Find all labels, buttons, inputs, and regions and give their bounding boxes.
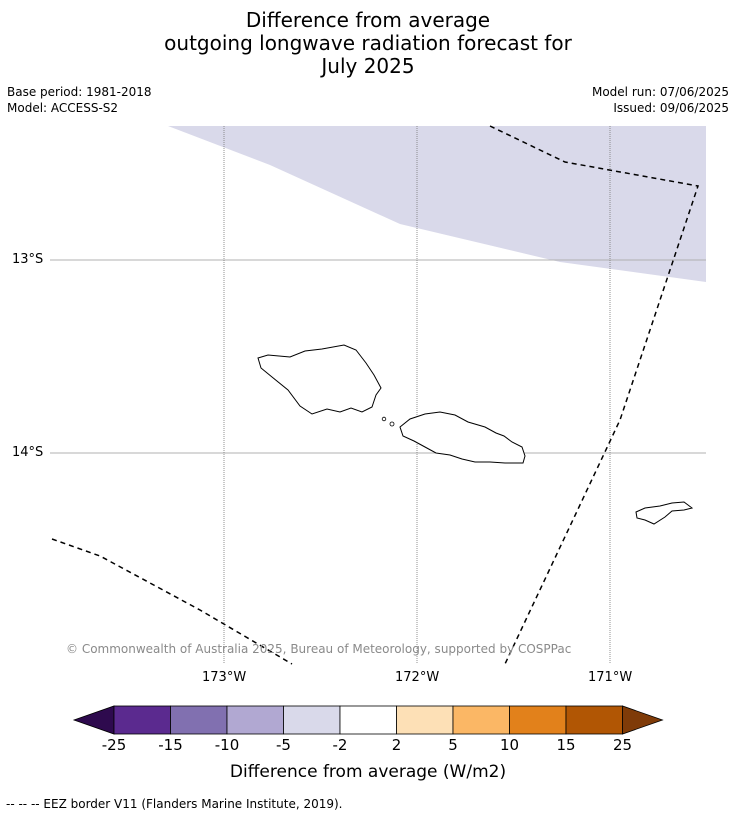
colorbar-tick-label: 15 (556, 736, 576, 754)
title-line-3: July 2025 (321, 54, 415, 78)
colorbar-segment (170, 705, 228, 735)
colorbar-tick-label: -25 (101, 736, 127, 754)
colorbar-tick-label: -5 (276, 736, 291, 754)
colorbar-segment (283, 705, 341, 735)
colorbar-segment (396, 705, 454, 735)
colorbar-segment (509, 705, 567, 735)
model-name: Model: ACCESS-S2 (7, 101, 119, 115)
issued-date: Issued: 09/06/2025 (613, 101, 729, 115)
tutuila-island (635, 501, 694, 525)
title-line-1: Difference from average (245, 8, 491, 32)
eez-border-southwest (51, 538, 293, 665)
base-period: Base period: 1981-2018 (7, 85, 152, 99)
apolima-island (381, 416, 387, 422)
lat-label-13s: 13°S (12, 252, 44, 267)
lon-label-173w: 173°W (202, 670, 247, 685)
eez-border-north (489, 125, 699, 665)
lon-label-172w: 172°W (395, 670, 440, 685)
colorbar-tick-label: 5 (448, 736, 458, 754)
colorbar-under-arrow (72, 705, 115, 735)
colorbar-tick-label: -2 (332, 736, 348, 754)
upolu-island (399, 411, 526, 464)
lat-label-14s: 14°S (12, 445, 44, 460)
colorbar-segment (565, 705, 623, 735)
colorbar-tick-label: 25 (612, 736, 633, 754)
eez-note: -- -- -- EEZ border V11 (Flanders Marine… (6, 797, 343, 811)
manono-island (389, 421, 395, 427)
colorbar-title: Difference from average (W/m2) (229, 762, 507, 782)
colorbar-segment (226, 705, 284, 735)
colorbar-over-arrow (622, 705, 664, 735)
title-line-2: outgoing longwave radiation forecast for (164, 31, 572, 55)
colorbar-tick-label: 2 (391, 736, 402, 754)
colorbar-tick-label: -10 (214, 736, 240, 754)
map-panel (50, 125, 706, 665)
colorbar-tick-label: -15 (158, 736, 183, 754)
savaii-island (257, 344, 382, 415)
colorbar (72, 705, 664, 735)
colorbar-segment (452, 705, 510, 735)
colorbar-segment (113, 705, 171, 735)
copyright-notice: © Commonwealth of Australia 2025, Bureau… (66, 642, 572, 656)
model-run: Model run: 07/06/2025 (591, 85, 729, 99)
colorbar-segment (339, 705, 397, 735)
anomaly-shading (168, 126, 706, 282)
lon-label-171w: 171°W (588, 670, 633, 685)
colorbar-tick-label: 10 (499, 736, 520, 754)
